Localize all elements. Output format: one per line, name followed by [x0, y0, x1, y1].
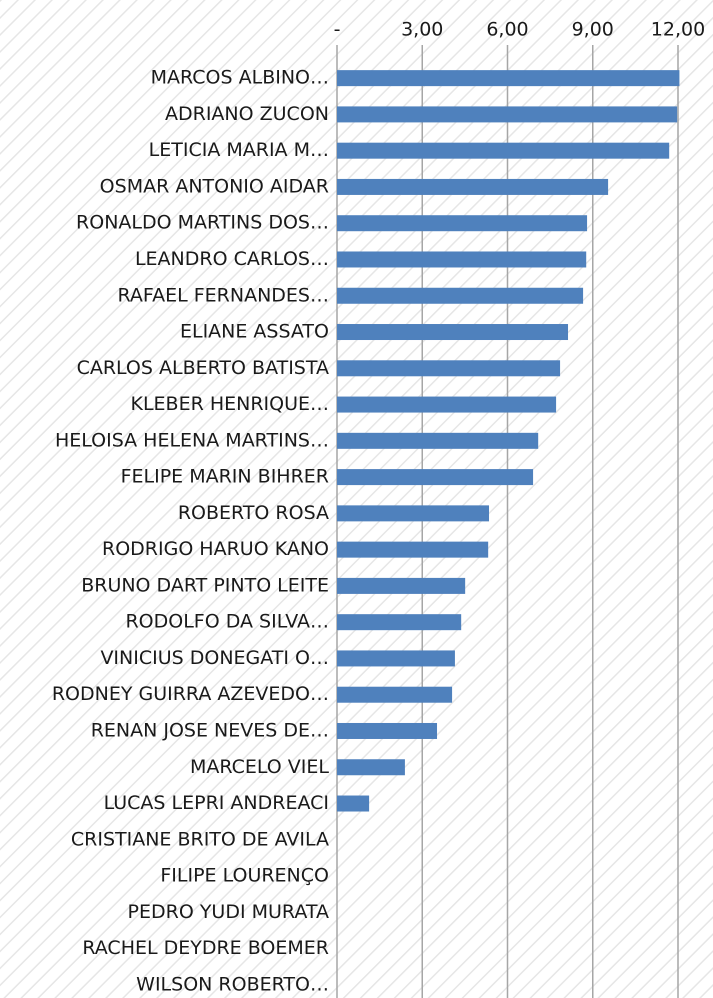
y-tick-label: CRISTIANE BRITO DE AVILA [71, 828, 329, 850]
y-tick-label: MARCOS ALBINO… [151, 67, 329, 89]
bar [337, 70, 680, 87]
bar [337, 686, 453, 703]
y-tick-label: RONALDO MARTINS DOS… [76, 212, 329, 234]
y-tick-label: OSMAR ANTONIO AIDAR [100, 175, 329, 197]
y-tick-label: HELOISA HELENA MARTINS… [55, 429, 329, 451]
y-tick-label: FILIPE LOURENÇO [160, 865, 329, 887]
bar [337, 360, 561, 377]
y-tick-label: RAFAEL FERNANDES… [118, 284, 330, 306]
bar [337, 577, 466, 594]
y-tick-label: RODOLFO DA SILVA… [125, 611, 329, 633]
x-tick-label: 9,00 [572, 19, 614, 41]
bar [337, 396, 557, 413]
y-tick-label: ROBERTO ROSA [178, 502, 329, 524]
y-tick-label: ADRIANO ZUCON [165, 103, 329, 125]
bar [337, 432, 539, 449]
x-tick-label: 3,00 [401, 19, 443, 41]
bar [337, 541, 489, 558]
y-tick-label: PEDRO YUDI MURATA [128, 901, 329, 923]
y-tick-label: CARLOS ALBERTO BATISTA [77, 357, 329, 379]
y-tick-label: FELIPE MARIN BIHRER [121, 466, 329, 488]
y-tick-label: LUCAS LEPRI ANDREACI [104, 792, 329, 814]
bar [337, 287, 584, 304]
bar [337, 505, 490, 522]
bar [337, 178, 609, 195]
bar [337, 469, 534, 486]
y-tick-label: RODNEY GUIRRA AZEVEDO… [52, 683, 329, 705]
x-tick-label: - [334, 19, 341, 41]
bar [337, 614, 462, 631]
bar [337, 650, 455, 667]
y-tick-label: RODRIGO HARUO KANO [102, 538, 329, 560]
bar [337, 106, 678, 123]
y-tick-label: VINICIUS DONEGATI O… [100, 647, 329, 669]
y-tick-label: MARCELO VIEL [190, 756, 329, 778]
x-tick-label: 6,00 [486, 19, 528, 41]
bar [337, 215, 588, 232]
bar [337, 142, 670, 159]
y-tick-label: BRUNO DART PINTO LEITE [81, 574, 329, 596]
y-tick-label: RACHEL DEYDRE BOEMER [82, 937, 329, 959]
x-tick-label: 12,00 [651, 19, 705, 41]
bar [337, 759, 405, 776]
y-tick-label: KLEBER HENRIQUE… [130, 393, 329, 415]
bar [337, 324, 569, 341]
y-tick-label: LEANDRO CARLOS… [135, 248, 329, 270]
bar [337, 251, 587, 268]
y-tick-label: RENAN JOSE NEVES DE… [91, 719, 329, 741]
y-tick-label: ELIANE ASSATO [180, 321, 329, 343]
bar [337, 795, 370, 812]
y-tick-label: WILSON ROBERTO… [136, 973, 329, 995]
y-tick-label: LETICIA MARIA M… [149, 139, 329, 161]
bar [337, 722, 438, 739]
